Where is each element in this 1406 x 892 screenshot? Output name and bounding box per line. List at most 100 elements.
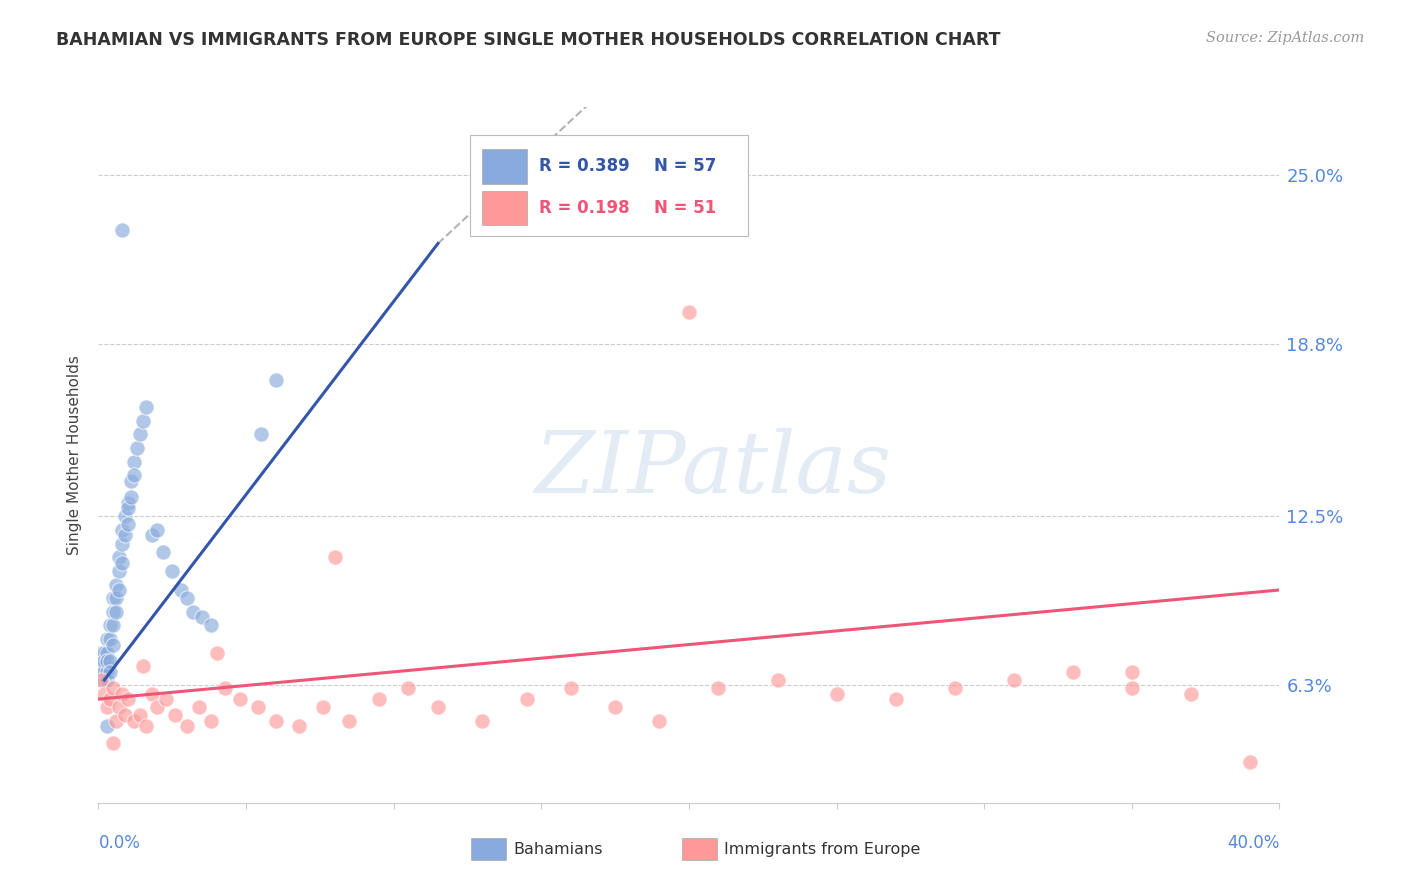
Text: N = 51: N = 51 <box>654 199 716 217</box>
Point <box>90 646 112 660</box>
Point <box>943 681 966 696</box>
Point <box>128 427 150 442</box>
Point <box>111 556 134 570</box>
Point <box>1002 673 1025 687</box>
Point <box>1180 687 1202 701</box>
Point <box>90 665 112 679</box>
Text: ZIPatlas: ZIPatlas <box>534 427 891 510</box>
Text: R = 0.389: R = 0.389 <box>538 157 630 175</box>
Point <box>1121 665 1143 679</box>
Point <box>98 618 121 632</box>
Point <box>114 528 136 542</box>
Point <box>176 591 198 606</box>
Point <box>93 659 115 673</box>
Point <box>229 692 252 706</box>
Text: Source: ZipAtlas.com: Source: ZipAtlas.com <box>1205 31 1364 45</box>
Point <box>187 700 209 714</box>
Point <box>122 455 145 469</box>
Point <box>155 692 177 706</box>
Point <box>471 714 494 728</box>
Point <box>176 719 198 733</box>
Point <box>132 659 155 673</box>
Point <box>264 714 287 728</box>
Point <box>93 665 115 679</box>
Point <box>98 692 121 706</box>
Point <box>96 700 118 714</box>
Point <box>111 523 134 537</box>
Point <box>135 719 157 733</box>
Point <box>560 681 582 696</box>
Point <box>170 582 193 597</box>
Point <box>146 700 169 714</box>
Point <box>93 687 115 701</box>
Point <box>200 714 222 728</box>
Point <box>288 719 311 733</box>
Point <box>128 708 150 723</box>
Point <box>93 654 115 668</box>
Point <box>120 474 142 488</box>
Point <box>884 692 907 706</box>
Point <box>135 400 157 414</box>
Point <box>117 692 139 706</box>
Point <box>368 692 391 706</box>
Point <box>396 681 419 696</box>
Text: N = 57: N = 57 <box>654 157 716 175</box>
Text: 0.0%: 0.0% <box>98 834 141 852</box>
Point <box>323 550 346 565</box>
Point <box>1062 665 1084 679</box>
Point <box>250 427 273 442</box>
Point <box>96 632 118 646</box>
Point <box>108 564 131 578</box>
Point <box>105 577 128 591</box>
Point <box>96 665 118 679</box>
Point <box>122 714 145 728</box>
Point <box>141 528 163 542</box>
Point <box>103 591 125 606</box>
Point <box>132 414 155 428</box>
Point <box>105 605 128 619</box>
Point <box>108 550 131 565</box>
Point <box>96 719 118 733</box>
Point <box>111 223 134 237</box>
Point <box>707 681 730 696</box>
Point <box>90 673 112 687</box>
Point <box>162 564 183 578</box>
Point <box>152 545 174 559</box>
Point <box>93 673 115 687</box>
Point <box>103 736 125 750</box>
Point <box>165 708 187 723</box>
Point <box>90 673 112 687</box>
Point <box>98 654 121 668</box>
Point <box>98 632 121 646</box>
Point <box>1239 755 1261 769</box>
Point <box>264 373 287 387</box>
Point <box>114 708 136 723</box>
Bar <box>482 191 527 226</box>
Point <box>111 536 134 550</box>
Text: R = 0.198: R = 0.198 <box>538 199 630 217</box>
Point <box>120 490 142 504</box>
Point <box>122 468 145 483</box>
Point <box>427 700 450 714</box>
Point <box>605 700 627 714</box>
Point <box>98 665 121 679</box>
Point <box>105 591 128 606</box>
Text: 40.0%: 40.0% <box>1227 834 1279 852</box>
Point <box>214 681 236 696</box>
Point <box>246 700 269 714</box>
Point <box>111 687 134 701</box>
Point <box>515 692 537 706</box>
Text: Bahamians: Bahamians <box>513 842 603 856</box>
Point <box>200 618 222 632</box>
Point <box>141 687 163 701</box>
Point <box>96 673 118 687</box>
Point <box>90 659 112 673</box>
Point <box>108 700 131 714</box>
Point <box>125 441 148 455</box>
Point <box>103 681 125 696</box>
Text: Immigrants from Europe: Immigrants from Europe <box>724 842 921 856</box>
Point <box>181 605 204 619</box>
Point <box>648 714 671 728</box>
Bar <box>482 149 527 184</box>
Point <box>114 509 136 524</box>
